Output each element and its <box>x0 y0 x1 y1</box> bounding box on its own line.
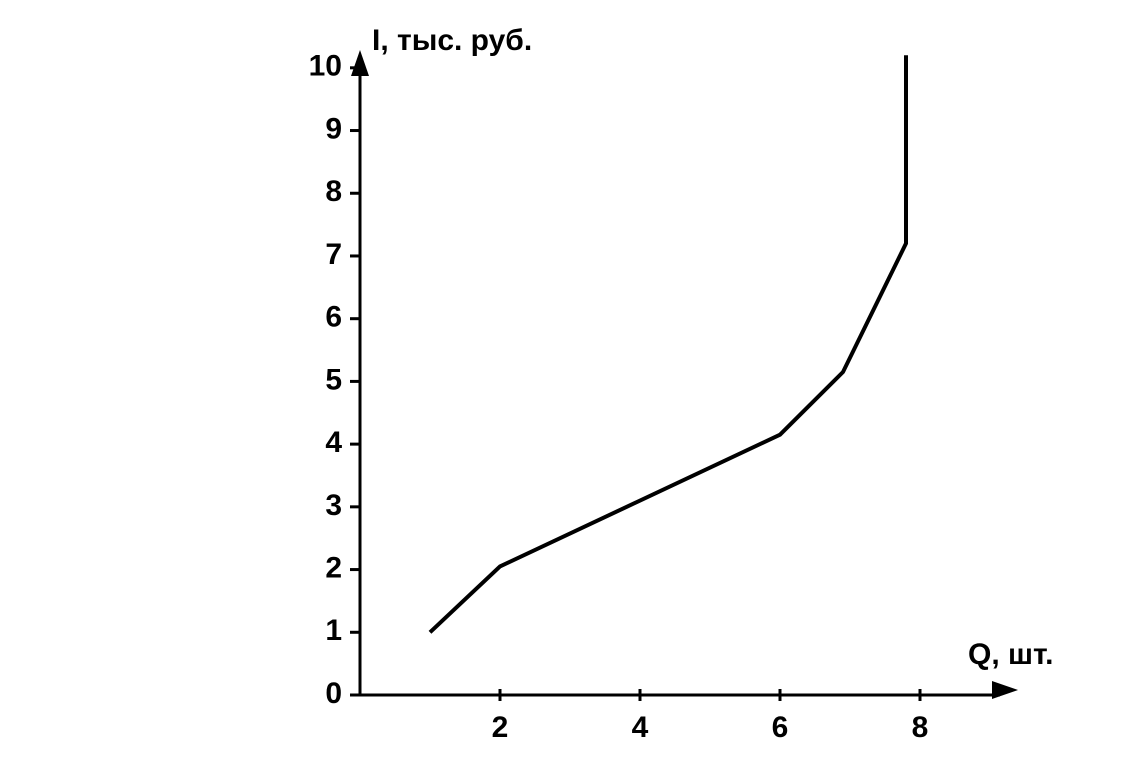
x-axis-arrow <box>992 681 1018 699</box>
y-tick-label: 9 <box>325 112 342 145</box>
y-tick-label: 0 <box>325 677 342 710</box>
x-tick-label: 4 <box>632 711 649 744</box>
y-tick-label: 6 <box>325 301 342 334</box>
y-axis-label: I, тыс. руб. <box>372 24 532 57</box>
line <box>428 55 908 634</box>
y-tick-label: 5 <box>325 363 342 396</box>
y-tick-label: 3 <box>325 489 342 522</box>
y-tick-label: 7 <box>325 238 342 271</box>
x-tick-label: 2 <box>492 711 509 744</box>
x-axis-label: Q, шт. <box>968 638 1053 671</box>
x-tick-label: 6 <box>772 711 789 744</box>
y-tick-label: 4 <box>325 426 342 459</box>
y-tick-label: 2 <box>325 551 342 584</box>
y-axis-arrow <box>351 50 369 76</box>
y-tick-label: 10 <box>309 50 342 83</box>
y-tick-label: 1 <box>325 614 342 647</box>
x-tick-label: 8 <box>912 711 929 744</box>
y-tick-label: 8 <box>325 175 342 208</box>
